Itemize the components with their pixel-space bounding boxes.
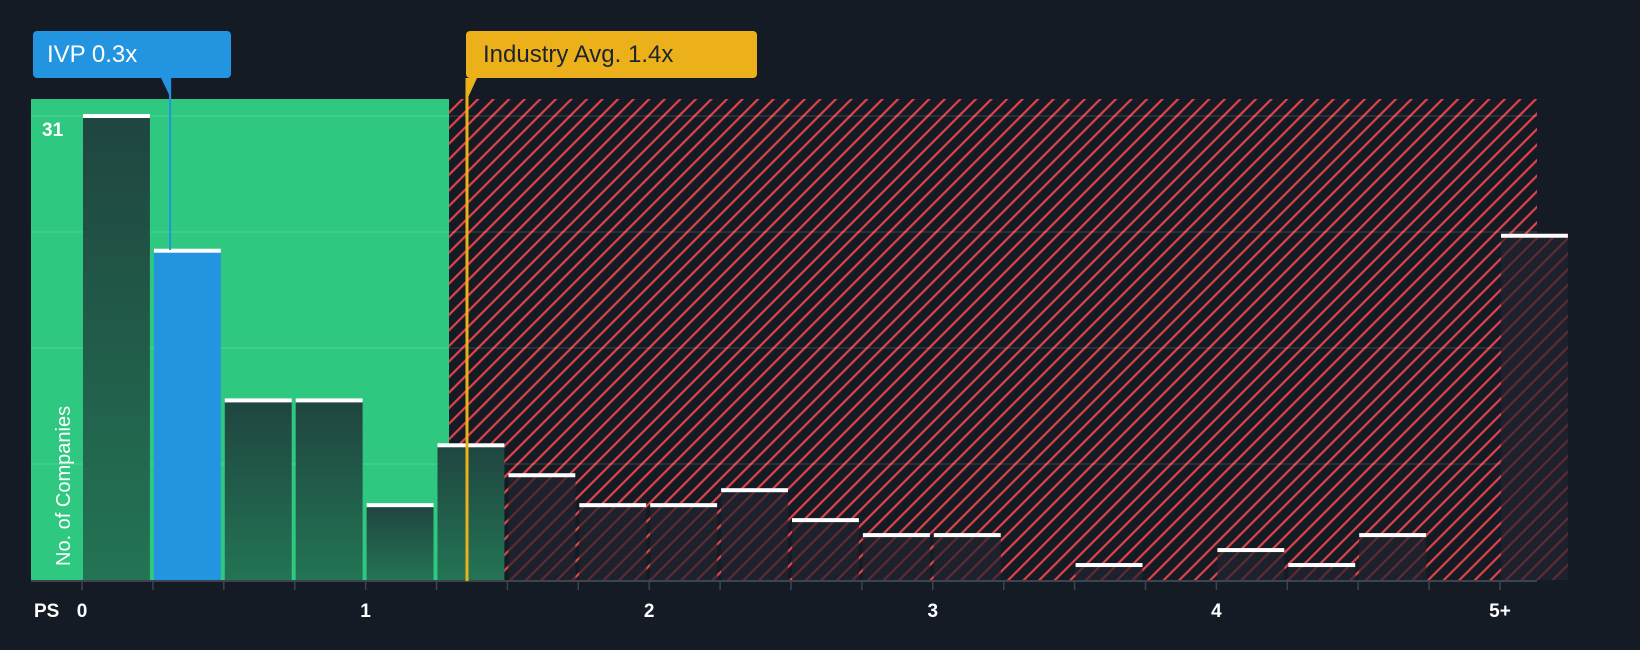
histogram-bar xyxy=(153,248,221,581)
histogram-bar xyxy=(862,533,930,580)
bars xyxy=(83,114,1568,581)
histogram-bar xyxy=(437,443,505,580)
x-tick-label: 0 xyxy=(76,601,88,622)
histogram-bar xyxy=(366,503,434,580)
industry-callout-label: Industry Avg. 1.4x xyxy=(483,41,674,68)
x-ticks xyxy=(81,581,1501,590)
bar-cap xyxy=(721,488,788,493)
y-max-label: 31 xyxy=(42,120,64,141)
histogram-bar xyxy=(295,398,363,580)
markers xyxy=(161,78,477,581)
company-callout-label: IVP 0.3x xyxy=(47,41,138,68)
bar-cap xyxy=(1288,563,1356,568)
x-tick-label: 5+ xyxy=(1489,601,1511,622)
histogram-bar xyxy=(1359,533,1427,580)
histogram-bar xyxy=(83,114,150,580)
bar-cap xyxy=(366,503,434,508)
x-tick-label: 2 xyxy=(643,601,655,622)
x-tick-label: 3 xyxy=(927,601,939,622)
bar-cap xyxy=(83,114,150,118)
histogram-bar xyxy=(1075,563,1143,580)
histogram-bar xyxy=(1501,233,1568,580)
histogram-bar xyxy=(1217,548,1285,580)
histogram-bar xyxy=(1288,563,1356,580)
bar-cap xyxy=(1501,233,1568,238)
bad-zone xyxy=(449,99,1537,581)
histogram-bar xyxy=(933,533,1001,580)
histogram-bar xyxy=(721,488,788,580)
industry-callout-pointer xyxy=(466,78,477,102)
company-callout-pointer xyxy=(161,78,172,99)
bar-cap xyxy=(1217,548,1285,553)
bar-cap xyxy=(650,503,718,508)
x-tick-label: 4 xyxy=(1211,601,1222,622)
histogram-bar xyxy=(650,503,718,580)
histogram-bar xyxy=(792,518,859,580)
x-tick-label: 1 xyxy=(360,601,371,622)
bar-cap xyxy=(508,473,576,478)
bar-cap xyxy=(1075,563,1143,568)
bar-cap xyxy=(579,503,647,508)
bar-cap xyxy=(792,518,859,523)
bar-cap xyxy=(153,248,221,253)
bar-cap xyxy=(224,398,292,403)
bar-cap xyxy=(933,533,1001,538)
industry-avg-callout: Industry Avg. 1.4x xyxy=(466,31,757,78)
bar-cap xyxy=(437,443,505,448)
company-callout: IVP 0.3x xyxy=(33,31,231,78)
histogram-bar xyxy=(508,473,576,580)
histogram-bar xyxy=(224,398,292,580)
x-axis-label: PS xyxy=(34,601,60,622)
bar-cap xyxy=(1359,533,1427,538)
histogram-bar xyxy=(579,503,647,580)
y-axis-label: No. of Companies xyxy=(53,405,75,566)
bar-cap xyxy=(862,533,930,538)
bar-cap xyxy=(295,398,363,403)
